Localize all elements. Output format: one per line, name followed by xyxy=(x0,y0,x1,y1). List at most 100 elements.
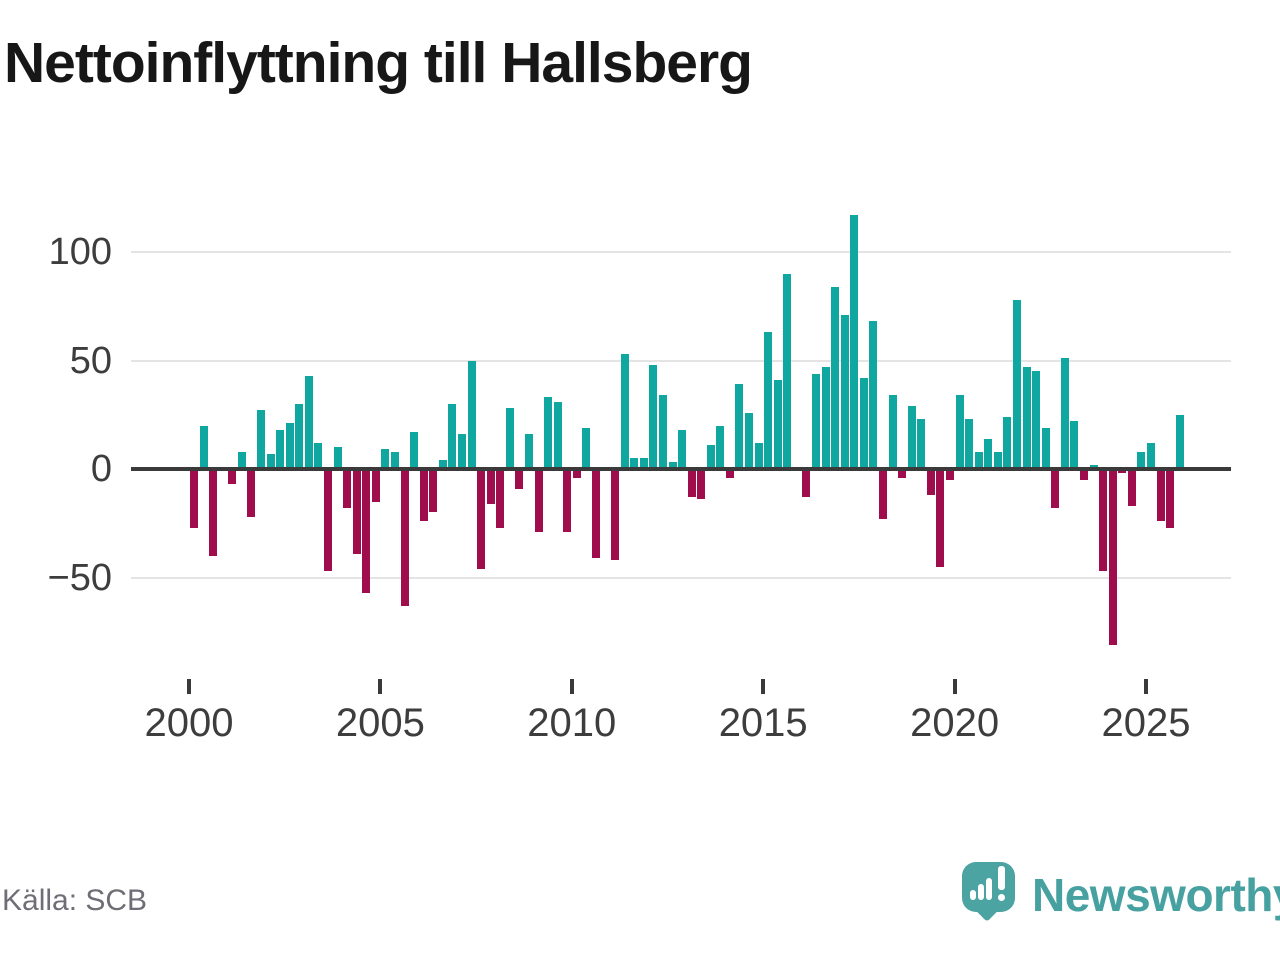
bar-2022-Q1 xyxy=(1032,371,1041,469)
y-tick-label: −50 xyxy=(47,556,112,599)
bar-2016-Q2 xyxy=(812,373,821,469)
bar-2005-Q3 xyxy=(400,469,409,606)
bar-2010-Q2 xyxy=(582,427,591,469)
x-tick-mark xyxy=(952,679,957,694)
bar-2019-Q3 xyxy=(936,469,945,567)
bar-2018-Q1 xyxy=(879,469,888,519)
bar-2015-Q1 xyxy=(764,332,773,469)
bar-2000-Q1 xyxy=(190,469,198,528)
bar-2025-Q3 xyxy=(1166,469,1175,528)
bar-2003-Q1 xyxy=(304,375,313,469)
bar-2004-Q3 xyxy=(362,469,371,593)
bar-2014-Q4 xyxy=(754,442,763,469)
x-tick-label: 2010 xyxy=(527,701,617,745)
bar-2023-Q1 xyxy=(1070,421,1079,469)
bar-2019-Q1 xyxy=(917,419,926,469)
bar-2023-Q4 xyxy=(1099,469,1108,571)
x-tick-label: 2000 xyxy=(144,701,234,745)
logo-minibar-icon xyxy=(970,890,976,900)
bar-2020-Q2 xyxy=(965,419,974,469)
newsworthy-wordmark: Newsworthy xyxy=(1032,869,1280,921)
newsworthy-brand[interactable]: Newsworthy xyxy=(960,856,1280,936)
bar-2010-Q1 xyxy=(572,469,581,478)
bar-2008-Q3 xyxy=(515,469,524,489)
bar-2015-Q3 xyxy=(783,273,792,469)
x-tick-label: 2005 xyxy=(335,701,425,745)
bar-2025-Q1 xyxy=(1147,442,1155,469)
bar-2011-Q2 xyxy=(620,353,629,469)
bar-2018-Q4 xyxy=(907,406,916,469)
bar-2001-Q4 xyxy=(256,410,265,469)
bar-2018-Q2 xyxy=(888,395,897,469)
bar-2012-Q2 xyxy=(658,395,667,469)
gridline--50 xyxy=(131,576,1231,579)
bar-2023-Q3 xyxy=(1089,464,1098,469)
bar-2012-Q3 xyxy=(668,462,677,469)
bar-2011-Q1 xyxy=(611,469,620,561)
y-tick-label: 100 xyxy=(48,231,112,273)
bar-2014-Q3 xyxy=(745,412,754,469)
bar-2010-Q3 xyxy=(591,469,600,558)
x-tick-mark xyxy=(569,679,574,694)
bar-2022-Q4 xyxy=(1060,358,1069,469)
bar-2014-Q2 xyxy=(735,384,744,469)
bar-2015-Q2 xyxy=(773,380,782,469)
bar-2021-Q2 xyxy=(1003,416,1012,469)
bar-2013-Q1 xyxy=(687,469,696,498)
bar-2008-Q2 xyxy=(505,408,514,469)
source-note: Källa: SCB xyxy=(2,884,148,917)
bar-2009-Q4 xyxy=(563,469,572,532)
bar-2020-Q4 xyxy=(984,438,993,469)
bar-2017-Q1 xyxy=(840,314,849,469)
bar-2005-Q4 xyxy=(410,432,419,469)
x-tick-label: 2025 xyxy=(1101,701,1191,745)
bar-2002-Q4 xyxy=(295,403,304,469)
bar-2011-Q3 xyxy=(630,458,639,469)
bar-2003-Q2 xyxy=(314,442,323,469)
bar-2013-Q3 xyxy=(706,445,715,469)
bar-2017-Q4 xyxy=(869,321,878,469)
bar-2000-Q3 xyxy=(209,469,218,556)
gridline-50 xyxy=(131,359,1231,362)
bar-2022-Q2 xyxy=(1041,427,1050,469)
y-tick-label: 50 xyxy=(69,339,112,382)
bar-2013-Q2 xyxy=(697,469,706,500)
x-tick-mark xyxy=(1144,679,1148,694)
bar-2020-Q3 xyxy=(974,451,983,469)
bar-2021-Q3 xyxy=(1013,299,1022,469)
logo-minibar-icon xyxy=(978,884,984,900)
bar-2024-Q4 xyxy=(1137,451,1146,469)
x-tick-mark xyxy=(187,679,191,694)
gridline-100 xyxy=(131,251,1231,253)
bar-2009-Q2 xyxy=(544,397,553,469)
bar-2025-Q2 xyxy=(1156,469,1165,522)
bar-2023-Q2 xyxy=(1080,469,1088,480)
bar-2024-Q2 xyxy=(1118,469,1127,474)
bar-2017-Q3 xyxy=(859,377,868,469)
bar-2007-Q2 xyxy=(467,360,476,469)
bar-2000-Q2 xyxy=(199,425,208,469)
bar-2006-Q1 xyxy=(419,469,428,522)
bar-2008-Q4 xyxy=(524,434,533,469)
bar-2002-Q1 xyxy=(266,453,275,469)
bar-2021-Q1 xyxy=(993,451,1002,469)
bar-2019-Q2 xyxy=(926,469,935,496)
bar-2002-Q2 xyxy=(276,429,285,469)
bar-2012-Q1 xyxy=(649,364,658,469)
bar-2024-Q3 xyxy=(1127,469,1136,506)
bar-2019-Q4 xyxy=(946,469,955,480)
logo-minibar-icon xyxy=(986,878,992,900)
bar-2005-Q2 xyxy=(390,451,399,469)
newsworthy-logo-icon xyxy=(962,862,1015,912)
bar-2016-Q4 xyxy=(831,286,840,469)
x-tick-mark xyxy=(761,679,766,694)
bar-2002-Q3 xyxy=(285,423,294,469)
bar-2018-Q3 xyxy=(898,469,907,478)
x-tick-label: 2015 xyxy=(718,701,808,745)
bar-2004-Q2 xyxy=(352,469,361,554)
chart-title: Nettoinflyttning till Hallsberg xyxy=(4,31,753,95)
bar-2016-Q3 xyxy=(821,367,830,469)
bar-2006-Q2 xyxy=(429,469,438,513)
